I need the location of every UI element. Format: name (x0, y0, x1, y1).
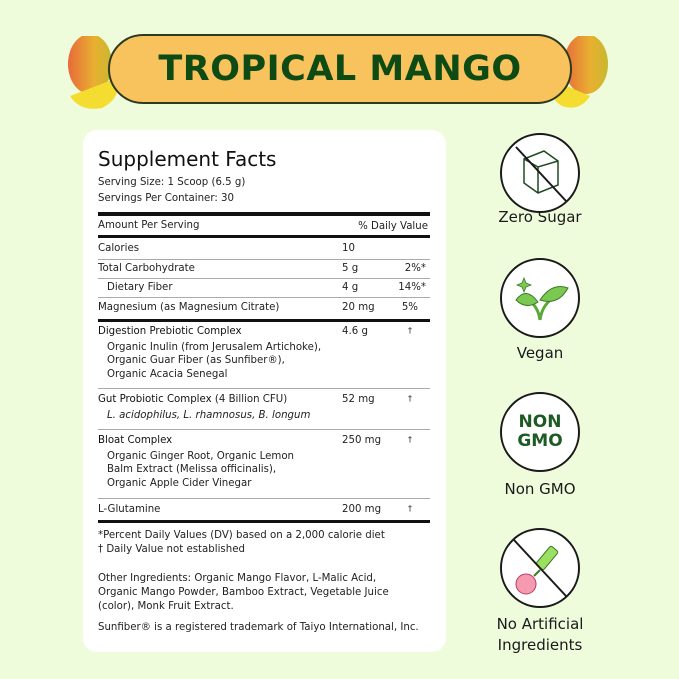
blend-ingredient: Organic Apple Cider Vinegar (107, 478, 252, 489)
footnote-dv: *Percent Daily Values (DV) based on a 2,… (98, 530, 385, 541)
blend-dv: † (408, 504, 412, 513)
blend-digestion: Digestion Prebiotic Complex (98, 326, 242, 337)
divider (98, 388, 430, 389)
badge-label: No Artificial Ingredients (470, 614, 610, 656)
row-total-carbohydrate: Total Carbohydrate (98, 263, 195, 274)
badge-label: Zero Sugar (498, 208, 582, 226)
blend-dv: † (408, 394, 412, 403)
row-amount: 4 g (342, 282, 359, 293)
row-dv: 2%* (404, 263, 426, 274)
divider (98, 429, 430, 430)
blend-ingredient: Organic Inulin (from Jerusalem Artichoke… (107, 342, 322, 353)
blend-cfu: (4 Billion CFU) (214, 394, 288, 405)
blend-ingredient: Organic Ginger Root, Organic Lemon (107, 451, 295, 462)
other-ingredients: (color), Monk Fruit Extract. (98, 601, 234, 612)
flavor-title: TROPICAL MANGO (158, 49, 522, 89)
blend-ingredient: Organic Acacia Senegal (107, 369, 228, 380)
header-amount: Amount Per Serving (98, 220, 200, 231)
row-calories: Calories (98, 243, 140, 254)
row-l-glutamine: L-Glutamine (98, 504, 161, 515)
icon-text: NON (518, 412, 562, 432)
non-gmo-icon: NON GMO (500, 392, 580, 472)
servings-per-container: Servings Per Container: 30 (98, 193, 234, 204)
no-sugar-cube-icon (500, 133, 580, 213)
divider (98, 278, 430, 279)
no-artificial-icon (500, 528, 580, 608)
row-magnesium: Magnesium (as Magnesium Citrate) (98, 302, 280, 313)
supplement-facts-panel: Supplement Facts Serving Size: 1 Scoop (… (83, 130, 446, 652)
blend-ingredient: Balm Extract (Melissa officinalis), (107, 464, 277, 475)
divider (98, 259, 430, 260)
header-dv: % Daily Value (358, 221, 428, 232)
divider (98, 498, 430, 499)
icon-text: GMO (517, 431, 563, 451)
vegan-sprout-icon (500, 258, 580, 338)
footnote-dagger: † Daily Value not established (98, 544, 245, 555)
badge-label: Vegan (516, 344, 564, 362)
row-amount: 10 (342, 243, 355, 254)
divider (98, 297, 430, 298)
blend-dv: † (408, 326, 412, 335)
badge-label-line: Ingredients (497, 636, 583, 654)
facts-title: Supplement Facts (98, 147, 277, 171)
row-dietary-fiber: Dietary Fiber (107, 282, 173, 293)
badge-label-line: No Artificial (496, 615, 584, 633)
blend-bloat: Bloat Complex (98, 435, 173, 446)
divider (98, 235, 430, 238)
divider (98, 319, 430, 322)
divider (98, 520, 430, 523)
trademark-note: Sunfiber® is a registered trademark of T… (98, 622, 419, 633)
blend-ingredient: L. acidophilus, L. rhamnosus, B. longum (107, 410, 311, 421)
other-ingredients: Other Ingredients: Organic Mango Flavor,… (98, 573, 377, 584)
divider (98, 212, 430, 216)
blend-gut-probiotic: Gut Probiotic Complex (4 Billion CFU) (98, 394, 287, 405)
flavor-banner: TROPICAL MANGO (108, 34, 572, 104)
blend-dv: † (408, 435, 412, 444)
blend-amount: 200 mg (342, 504, 382, 515)
blend-amount: 4.6 g (342, 326, 368, 337)
blend-amount: 52 mg (342, 394, 375, 405)
row-dv: 14%* (398, 282, 426, 293)
badge-label: Non GMO (504, 480, 576, 498)
row-amount: 5 g (342, 263, 359, 274)
other-ingredients: Organic Mango Powder, Bamboo Extract, Ve… (98, 587, 389, 598)
blend-amount: 250 mg (342, 435, 382, 446)
blend-name: Gut Probiotic Complex (98, 394, 212, 405)
row-dv: 5% (401, 302, 418, 313)
mango-left-icon (68, 36, 118, 109)
row-amount: 20 mg (342, 302, 375, 313)
serving-size: Serving Size: 1 Scoop (6.5 g) (98, 177, 246, 188)
blend-ingredient: Organic Guar Fiber (as Sunfiber®), (107, 355, 285, 366)
